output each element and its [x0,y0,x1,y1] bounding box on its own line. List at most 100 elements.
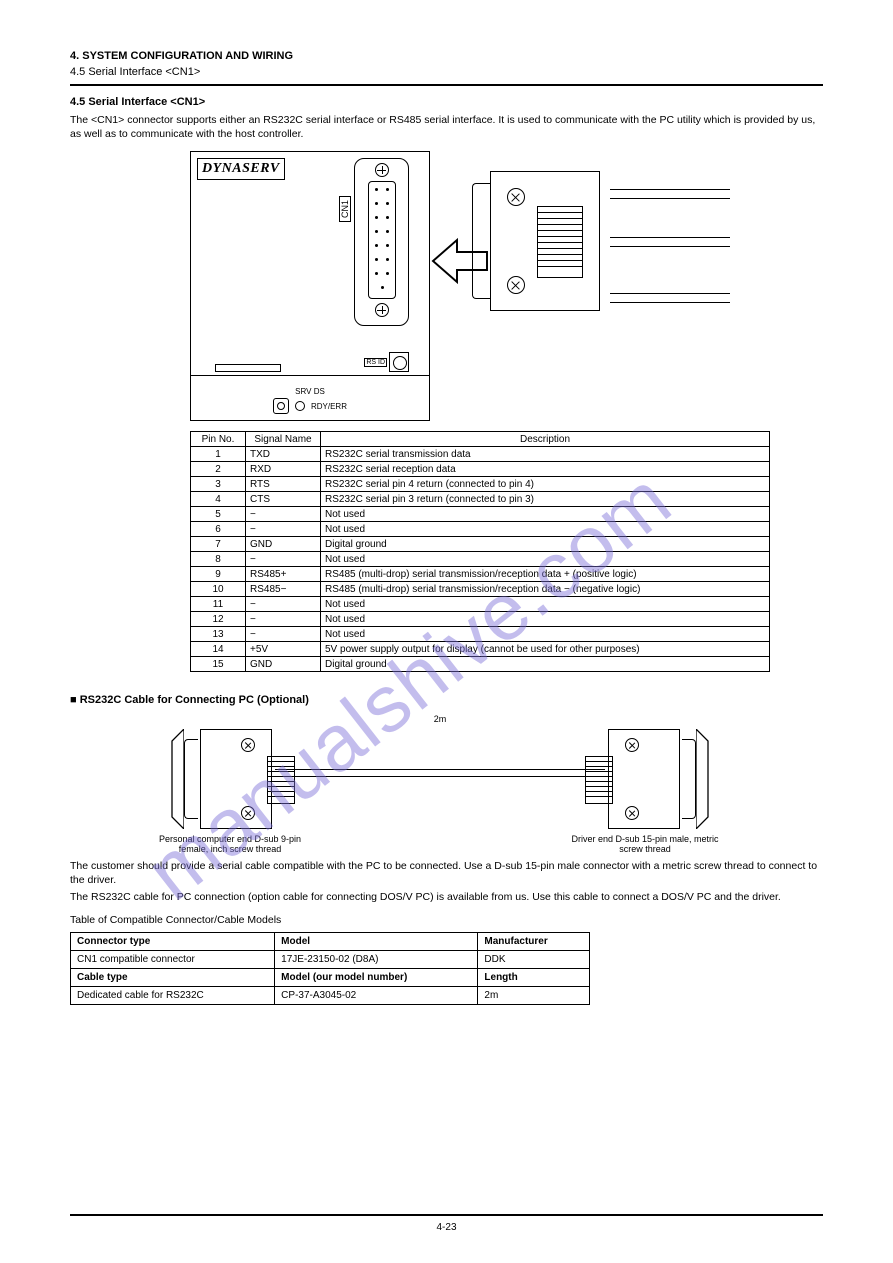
doc-section: 4.5 Serial Interface <CN1> [70,66,823,78]
screw-icon [375,303,389,317]
table-row: 1TXDRS232C serial transmission data [191,447,770,462]
cell-signal: − [246,612,321,627]
cell-pin: 10 [191,582,246,597]
cable-line [610,237,730,247]
th-desc: Description [321,432,770,447]
compat-table: Connector type Model Manufacturer CN1 co… [70,932,590,1005]
notes: The customer should provide a serial cab… [70,860,823,1005]
compat-h: Manufacturer [478,932,590,950]
page-number: 4-23 [70,1222,823,1233]
note-1: The customer should provide a serial cab… [70,860,823,887]
cable-plug-pc [170,729,275,829]
rdy-err-led [295,401,305,411]
cell-pin: 9 [191,567,246,582]
compat-h: Cable type [71,968,275,986]
cell-pin: 1 [191,447,246,462]
cell-pin: 14 [191,642,246,657]
table-row: 8−Not used [191,552,770,567]
serial-plug [490,171,710,321]
compat-title: Table of Compatible Connector/Cable Mode… [70,914,823,928]
cell-desc: Not used [321,627,770,642]
cell-signal: GND [246,537,321,552]
dynaserv-logo: DYNASERV [197,158,285,180]
cell-pin: 13 [191,627,246,642]
compat-c: CP-37-A3045-02 [275,986,478,1004]
driver-front-panel: DYNASERV CN1 RS ID [190,151,430,421]
cell-pin: 12 [191,612,246,627]
cell-signal: TXD [246,447,321,462]
table-row: 7GNDDigital ground [191,537,770,552]
cell-signal: +5V [246,642,321,657]
cell-pin: 3 [191,477,246,492]
rule-bottom [70,1214,823,1216]
table-row: 9RS485+RS485 (multi-drop) serial transmi… [191,567,770,582]
cell-desc: RS232C serial pin 4 return (connected to… [321,477,770,492]
table-row: 3RTSRS232C serial pin 4 return (connecte… [191,477,770,492]
cell-signal: RTS [246,477,321,492]
cell-signal: − [246,507,321,522]
cn1-label: CN1 [339,196,351,222]
compat-c: Dedicated cable for RS232C [71,986,275,1004]
cell-desc: Not used [321,522,770,537]
cell-desc: Digital ground [321,657,770,672]
table-row: 5−Not used [191,507,770,522]
cell-pin: 11 [191,597,246,612]
cell-desc: RS485 (multi-drop) serial transmission/r… [321,567,770,582]
cell-desc: Not used [321,507,770,522]
plug-screw-icon [241,806,255,820]
rsid-label: RS ID [364,358,387,367]
rsid-dial [389,352,409,372]
cable-plug-driver [605,729,710,829]
table-row: 15GNDDigital ground [191,657,770,672]
srv-row: SRV DS RDY/ERR [191,387,429,414]
intro-text: The <CN1> connector supports either an R… [70,114,823,141]
compat-h: Connector type [71,932,275,950]
cable-wire [275,769,605,789]
table-row: 2RXDRS232C serial reception data [191,462,770,477]
cell-desc: RS232C serial reception data [321,462,770,477]
compat-c: 2m [478,986,590,1004]
cell-signal: − [246,552,321,567]
rsid-block: RS ID [364,352,409,372]
plug-head [472,183,490,299]
cell-desc: RS485 (multi-drop) serial transmission/r… [321,582,770,597]
table-row: 10RS485−RS485 (multi-drop) serial transm… [191,582,770,597]
plug-screw-icon [625,806,639,820]
table-row: 13−Not used [191,627,770,642]
cell-signal: RXD [246,462,321,477]
srv-label: SRV DS [191,387,429,396]
table-row: 11−Not used [191,597,770,612]
footer: 4-23 [70,1206,823,1233]
plug-grip [537,206,583,278]
th-pin: Pin No. [191,432,246,447]
cell-desc: RS232C serial transmission data [321,447,770,462]
cell-desc: Digital ground [321,537,770,552]
cable-diagram: 2m Pe [170,714,710,844]
pin-table: Pin No. Signal Name Description 1TXDRS23… [190,431,770,672]
compat-h: Model [275,932,478,950]
section-heading: 4.5 Serial Interface <CN1> [70,96,823,108]
compat-c: DDK [478,950,590,968]
cell-pin: 5 [191,507,246,522]
plug-screw-icon [507,188,525,206]
cell-desc: 5V power supply output for display (cann… [321,642,770,657]
cell-pin: 7 [191,537,246,552]
cn1-port [354,158,409,326]
cable-section: ■ RS232C Cable for Connecting PC (Option… [70,694,823,844]
cable-line [610,189,730,199]
cell-desc: Not used [321,552,770,567]
cell-desc: Not used [321,612,770,627]
srv-ds-button [273,398,289,414]
cell-pin: 2 [191,462,246,477]
compat-h: Model (our model number) [275,968,478,986]
compat-c: 17JE-23150-02 (D8A) [275,950,478,968]
screw-icon [375,163,389,177]
cell-signal: − [246,522,321,537]
cable-section-title: ■ RS232C Cable for Connecting PC (Option… [70,694,823,706]
compat-c: CN1 compatible connector [71,950,275,968]
cell-signal: CTS [246,492,321,507]
th-sig: Signal Name [246,432,321,447]
doc-chapter: 4. SYSTEM CONFIGURATION AND WIRING [70,50,823,62]
table-row: 12−Not used [191,612,770,627]
plug-screw-icon [625,738,639,752]
